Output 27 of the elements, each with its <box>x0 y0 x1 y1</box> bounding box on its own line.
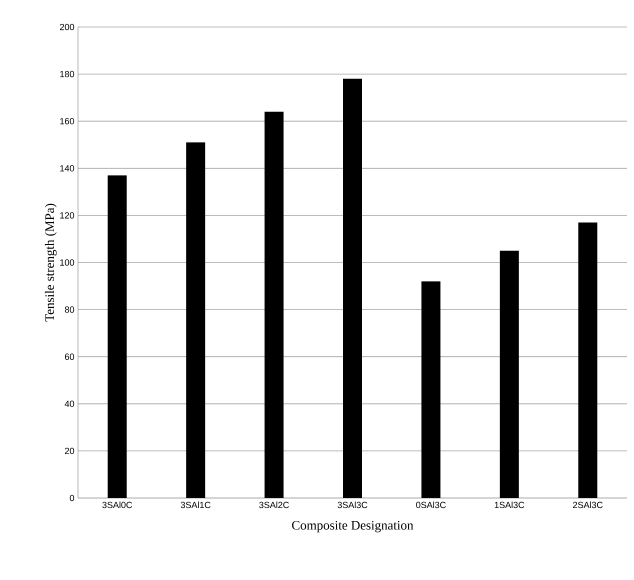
bar <box>578 222 598 498</box>
x-axis-title: Composite Designation <box>292 520 414 532</box>
x-tick-label: 3SAl3C <box>338 502 368 508</box>
y-tick-label: 200 <box>60 24 74 30</box>
bar <box>186 142 206 498</box>
y-tick-label: 80 <box>64 306 74 313</box>
x-tick-label: 3SAl2C <box>259 502 289 508</box>
y-tick-label: 180 <box>60 70 74 78</box>
x-tick-label: 2SAl3C <box>573 502 603 508</box>
y-tick-label: 100 <box>60 259 74 266</box>
y-tick-label: 140 <box>60 165 74 172</box>
y-tick-label: 60 <box>64 354 74 360</box>
bar <box>108 175 127 498</box>
x-tick-label: 0SAl3C <box>416 502 446 508</box>
x-tick-label: 3SAl0C <box>102 502 132 508</box>
bar <box>500 250 519 498</box>
y-axis-title: Tensile strength (MPa) <box>44 204 57 322</box>
y-tick-label: 0 <box>70 494 74 502</box>
bar <box>421 281 440 498</box>
y-tick-label: 40 <box>64 400 74 407</box>
y-tick-label: 20 <box>64 448 74 454</box>
bar <box>343 78 362 498</box>
x-tick-label: 3SAl1C <box>180 502 211 508</box>
x-tick-label: 1SAl3C <box>494 502 524 508</box>
bar <box>264 112 284 498</box>
y-tick-label: 120 <box>60 212 74 219</box>
y-tick-label: 160 <box>60 118 74 124</box>
